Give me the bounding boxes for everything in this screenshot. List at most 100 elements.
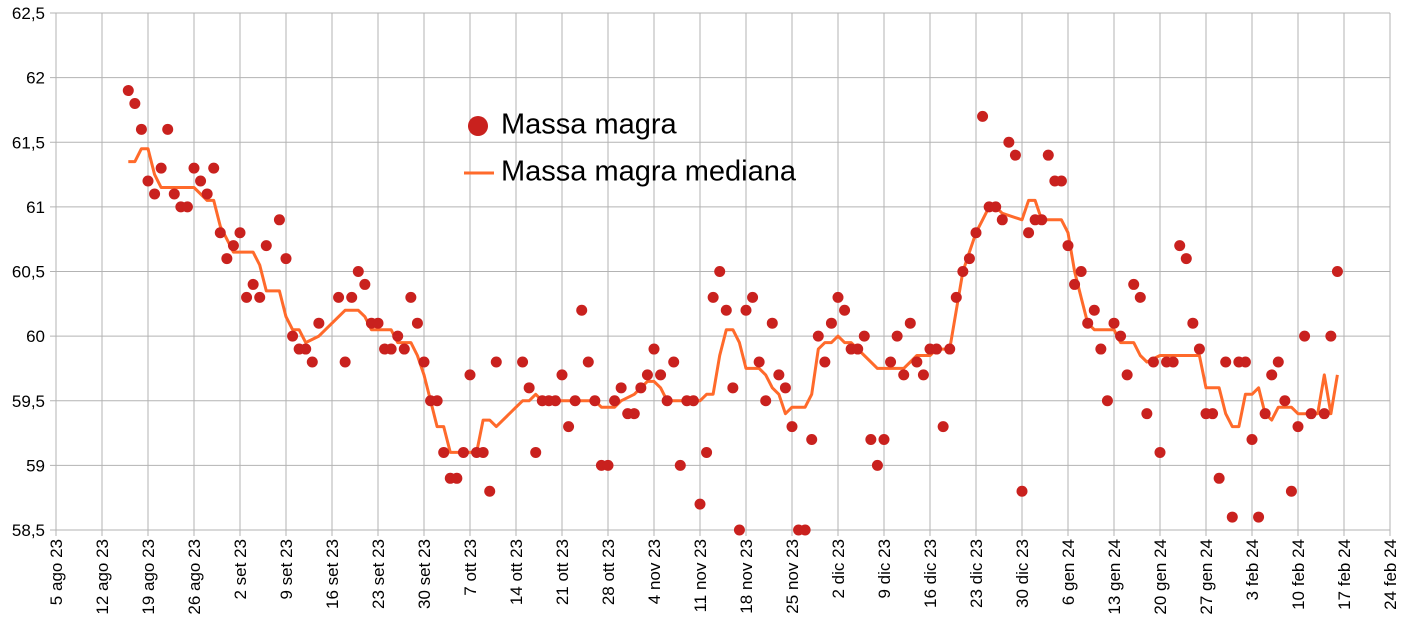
point	[878, 434, 890, 446]
point	[694, 498, 706, 510]
x-tick-label: 21 ott 23	[553, 539, 572, 605]
point	[385, 343, 397, 355]
point	[1299, 330, 1311, 342]
point	[904, 317, 916, 329]
point	[280, 253, 292, 265]
point	[825, 317, 837, 329]
point	[221, 253, 233, 265]
x-tick-label: 19 ago 23	[139, 539, 158, 615]
point	[1095, 343, 1107, 355]
x-tick-label: 20 gen 24	[1151, 539, 1170, 615]
point	[168, 188, 180, 200]
point	[891, 330, 903, 342]
x-tick-label: 9 set 23	[277, 539, 296, 600]
x-tick-label: 30 set 23	[415, 539, 434, 609]
point	[832, 291, 844, 303]
point	[188, 162, 200, 174]
x-tick-label: 30 dic 23	[1013, 539, 1032, 608]
point	[871, 459, 883, 471]
point	[1141, 408, 1153, 420]
point	[1042, 149, 1054, 161]
point	[195, 175, 207, 187]
point	[1115, 330, 1127, 342]
point	[227, 240, 239, 252]
point	[674, 459, 686, 471]
point	[661, 395, 673, 407]
point	[339, 356, 351, 368]
x-tick-label: 26 ago 23	[185, 539, 204, 615]
point	[1134, 291, 1146, 303]
point	[1331, 266, 1343, 277]
point	[957, 266, 969, 277]
point	[122, 85, 134, 97]
point	[950, 291, 962, 303]
point	[241, 291, 253, 303]
point	[1075, 266, 1087, 277]
point	[668, 356, 680, 368]
point	[1292, 421, 1304, 433]
point	[1055, 175, 1067, 187]
x-tick-label: 6 gen 24	[1059, 539, 1078, 605]
x-tick-label: 23 set 23	[369, 539, 388, 609]
point	[1213, 472, 1225, 484]
point	[1318, 408, 1330, 420]
point	[1266, 369, 1278, 381]
point	[766, 317, 778, 329]
point	[1259, 408, 1271, 420]
point	[733, 524, 745, 536]
point	[549, 395, 561, 407]
point	[917, 369, 929, 381]
point	[937, 421, 949, 433]
point	[727, 382, 739, 394]
point	[641, 369, 653, 381]
point	[346, 291, 358, 303]
legend-label: Massa magra	[501, 109, 678, 141]
point	[214, 227, 226, 239]
point	[576, 304, 588, 316]
point	[1167, 356, 1179, 368]
point	[635, 382, 647, 394]
point	[1036, 214, 1048, 226]
point	[1003, 136, 1015, 148]
point	[786, 421, 798, 433]
x-tick-label: 14 ott 23	[507, 539, 526, 605]
point	[411, 317, 423, 329]
point	[1023, 227, 1035, 239]
point	[812, 330, 824, 342]
x-tick-label: 3 feb 24	[1243, 539, 1262, 600]
point	[431, 395, 443, 407]
x-tick-label: 18 nov 23	[737, 539, 756, 614]
point	[1220, 356, 1232, 368]
point	[760, 395, 772, 407]
point	[1088, 304, 1100, 316]
point	[1279, 395, 1291, 407]
y-tick-label: 62,5	[12, 4, 45, 23]
point	[1147, 356, 1159, 368]
x-tick-label: 11 nov 23	[691, 539, 710, 612]
y-tick-label: 59	[26, 456, 45, 475]
point	[372, 317, 384, 329]
y-tick-label: 62	[26, 69, 45, 88]
point	[898, 369, 910, 381]
point	[707, 291, 719, 303]
point	[996, 214, 1008, 226]
point	[753, 356, 765, 368]
point	[287, 330, 299, 342]
x-tick-label: 23 dic 23	[967, 539, 986, 608]
point	[628, 408, 640, 420]
x-tick-label: 25 nov 23	[783, 539, 802, 614]
point	[484, 485, 496, 497]
point	[931, 343, 943, 355]
y-tick-label: 61	[26, 198, 45, 217]
legend-label: Massa magra mediana	[501, 156, 797, 188]
point	[517, 356, 529, 368]
point	[963, 253, 975, 265]
x-tick-label: 4 nov 23	[645, 539, 664, 604]
x-tick-label: 10 feb 24	[1289, 539, 1308, 610]
point	[1239, 356, 1251, 368]
legend: Massa magra Massa magra mediana	[464, 109, 797, 188]
point	[819, 356, 831, 368]
point	[858, 330, 870, 342]
x-tick-label: 16 dic 23	[921, 539, 940, 608]
